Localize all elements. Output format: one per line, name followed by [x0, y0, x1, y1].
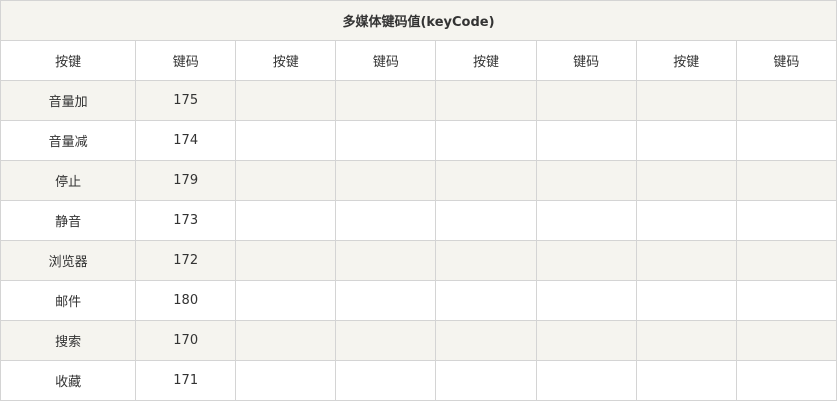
code-cell: 179	[135, 160, 237, 201]
key-cell	[235, 120, 337, 161]
code-cell	[735, 320, 838, 361]
key-cell	[435, 120, 537, 161]
key-cell	[435, 280, 537, 321]
key-cell	[635, 240, 737, 281]
column-header-key: 按键	[235, 40, 337, 81]
code-cell	[735, 160, 838, 201]
keycode-table: 多媒体键码值(keyCode) 按键 键码 按键 键码 按键 键码 按键 键码 …	[0, 0, 838, 401]
column-header-key: 按键	[635, 40, 737, 81]
column-header-code: 键码	[335, 40, 437, 81]
code-cell	[535, 200, 637, 241]
key-cell: 搜索	[0, 320, 137, 361]
code-cell	[735, 280, 838, 321]
key-cell	[235, 280, 337, 321]
code-cell	[535, 240, 637, 281]
key-cell	[635, 160, 737, 201]
table-row: 停止 179	[0, 160, 838, 201]
column-header-code: 键码	[735, 40, 838, 81]
code-cell	[535, 120, 637, 161]
key-cell: 浏览器	[0, 240, 137, 281]
column-header-code: 键码	[135, 40, 237, 81]
code-cell	[735, 200, 838, 241]
code-cell	[335, 80, 437, 121]
key-cell	[635, 360, 737, 401]
key-cell	[435, 360, 537, 401]
key-cell	[635, 80, 737, 121]
code-cell: 180	[135, 280, 237, 321]
key-cell: 静音	[0, 200, 137, 241]
code-cell	[735, 120, 838, 161]
column-header-key: 按键	[435, 40, 537, 81]
key-cell: 音量减	[0, 120, 137, 161]
title-row: 多媒体键码值(keyCode)	[0, 0, 837, 41]
code-cell: 174	[135, 120, 237, 161]
key-cell	[235, 240, 337, 281]
code-cell	[335, 360, 437, 401]
table-body: 音量加 175 音量减 174 停止 179	[0, 80, 838, 401]
code-cell	[535, 80, 637, 121]
key-cell: 收藏	[0, 360, 137, 401]
key-cell: 邮件	[0, 280, 137, 321]
key-cell	[435, 160, 537, 201]
key-cell	[435, 200, 537, 241]
code-cell	[335, 240, 437, 281]
key-cell	[635, 200, 737, 241]
key-cell	[235, 320, 337, 361]
column-header-code: 键码	[535, 40, 637, 81]
code-cell	[335, 320, 437, 361]
key-cell: 停止	[0, 160, 137, 201]
code-cell	[535, 360, 637, 401]
table-row: 音量加 175	[0, 80, 838, 121]
code-cell	[535, 160, 637, 201]
key-cell	[435, 240, 537, 281]
table-row: 浏览器 172	[0, 240, 838, 281]
code-cell: 170	[135, 320, 237, 361]
code-cell	[535, 280, 637, 321]
code-cell: 171	[135, 360, 237, 401]
code-cell: 175	[135, 80, 237, 121]
table-row: 音量减 174	[0, 120, 838, 161]
code-cell	[535, 320, 637, 361]
table-row: 收藏 171	[0, 360, 838, 401]
code-cell	[335, 280, 437, 321]
key-cell	[235, 160, 337, 201]
table-row: 静音 173	[0, 200, 838, 241]
header-row: 按键 键码 按键 键码 按键 键码 按键 键码	[0, 40, 838, 81]
code-cell: 173	[135, 200, 237, 241]
column-header-key: 按键	[0, 40, 137, 81]
key-cell	[635, 320, 737, 361]
table-title: 多媒体键码值(keyCode)	[0, 0, 837, 41]
table-row: 邮件 180	[0, 280, 838, 321]
key-cell	[435, 80, 537, 121]
code-cell	[335, 160, 437, 201]
code-cell	[735, 80, 838, 121]
key-cell: 音量加	[0, 80, 137, 121]
key-cell	[435, 320, 537, 361]
key-cell	[235, 200, 337, 241]
key-cell	[235, 80, 337, 121]
key-cell	[635, 120, 737, 161]
code-cell: 172	[135, 240, 237, 281]
code-cell	[335, 120, 437, 161]
code-cell	[735, 360, 838, 401]
table-row: 搜索 170	[0, 320, 838, 361]
key-cell	[235, 360, 337, 401]
code-cell	[735, 240, 838, 281]
code-cell	[335, 200, 437, 241]
key-cell	[635, 280, 737, 321]
